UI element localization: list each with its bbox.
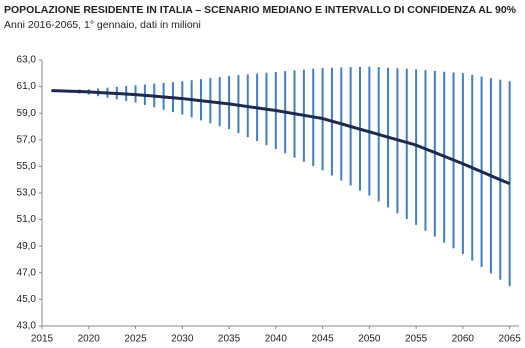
x-tick-label: 2050 [358, 334, 381, 345]
y-tick-label: 57,0 [17, 134, 37, 145]
x-tick-label: 2040 [265, 334, 288, 345]
x-tick-label: 2065 [499, 334, 522, 345]
x-tick-label: 2055 [405, 334, 428, 345]
median-line [51, 89, 511, 186]
x-tick-label: 2035 [218, 334, 241, 345]
x-tick-label: 2060 [452, 334, 475, 345]
y-tick-label: 63,0 [17, 55, 37, 66]
y-tick-label: 59,0 [17, 108, 37, 119]
x-tick-label: 2015 [31, 334, 54, 345]
y-tick-label: 53,0 [17, 188, 37, 199]
x-tick-label: 2030 [171, 334, 194, 345]
y-tick-label: 51,0 [17, 214, 37, 225]
y-tick-label: 49,0 [17, 241, 37, 252]
chart-title: POPOLAZIONE RESIDENTE IN ITALIA – SCENAR… [4, 4, 517, 16]
y-tick-label: 61,0 [17, 81, 37, 92]
chart-subtitle: Anni 2016-2065, 1° gennaio, dati in mili… [4, 19, 201, 31]
y-tick-label: 43,0 [17, 321, 37, 332]
y-tick-label: 45,0 [17, 294, 37, 305]
y-tick-label: 47,0 [17, 267, 37, 278]
x-tick-label: 2020 [78, 334, 101, 345]
y-tick-label: 55,0 [17, 161, 37, 172]
x-tick-label: 2025 [124, 334, 147, 345]
x-tick-label: 2045 [311, 334, 334, 345]
